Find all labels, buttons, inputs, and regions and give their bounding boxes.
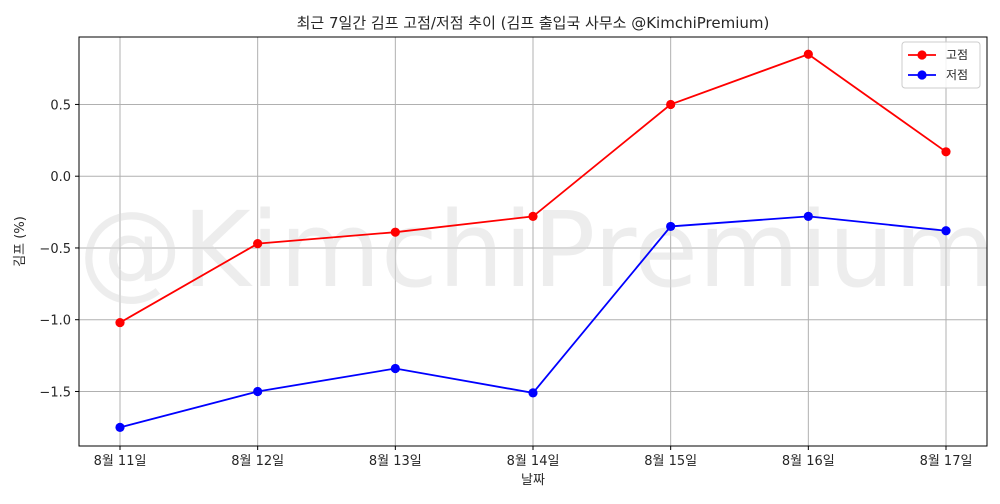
x-tick-label: 8월 11일 <box>94 454 147 469</box>
x-tick-label: 8월 12일 <box>231 454 284 469</box>
y-tick-label: −0.5 <box>39 242 71 257</box>
y-tick-label: −1.0 <box>39 314 71 329</box>
data-point <box>115 317 125 328</box>
chart-title: 최근 7일간 김프 고점/저점 추이 (김프 출입국 사무소 @KimchiPr… <box>297 14 770 32</box>
data-point <box>528 211 538 221</box>
grid-lines <box>79 37 987 446</box>
data-point <box>666 221 676 232</box>
data-point <box>253 386 263 397</box>
data-point <box>390 227 400 237</box>
data-point <box>390 363 400 374</box>
legend-marker <box>917 50 927 60</box>
axis-ticks: 8월 11일 8월 12일 8월 13일 8월 14일 8월 15일 8월 16일 8월 1… <box>39 98 972 469</box>
y-tick-label: −1.5 <box>39 385 71 400</box>
data-point <box>253 239 263 249</box>
x-axis-label: 날짜 <box>521 473 545 488</box>
x-tick-label: 8월 13일 <box>369 454 422 469</box>
legend-box <box>901 41 981 89</box>
data-point <box>528 388 538 398</box>
x-tick-label: 8월 16일 <box>782 454 835 469</box>
y-tick-label: 0.0 <box>50 170 71 185</box>
x-tick-label: 8월 17일 <box>920 454 973 469</box>
series-layer <box>115 49 951 432</box>
x-tick-label: 8월 15일 <box>644 454 697 469</box>
legend-label: 저점 <box>946 68 968 82</box>
x-tick-label: 8월 14일 <box>507 454 560 469</box>
y-axis-label: 김프 (%) <box>13 216 28 267</box>
data-point <box>803 49 813 59</box>
legend-label: 고점 <box>946 48 968 62</box>
data-point <box>666 99 676 110</box>
data-point <box>115 422 125 432</box>
watermark-text: @KimchiPremium <box>78 189 995 311</box>
data-point <box>803 211 813 221</box>
data-point <box>941 226 951 236</box>
legend-marker <box>917 70 927 80</box>
data-point <box>941 147 951 157</box>
y-tick-label: 0.5 <box>50 98 71 113</box>
